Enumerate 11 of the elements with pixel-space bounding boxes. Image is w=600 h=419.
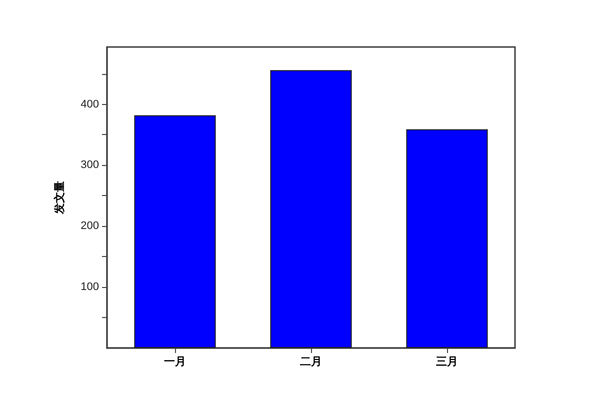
x-tick-label: 一月 <box>164 355 186 368</box>
bar <box>134 115 216 348</box>
x-tick-label: 二月 <box>300 355 322 368</box>
y-tick-label: 400 <box>80 98 99 110</box>
y-tick-label: 300 <box>80 159 99 172</box>
bar <box>406 129 488 348</box>
bar <box>270 70 352 348</box>
y-tick-label: 100 <box>80 281 99 294</box>
x-tick-label: 三月 <box>436 355 458 368</box>
y-tick-label: 200 <box>80 220 99 232</box>
y-axis-title: 发文量 <box>53 181 66 215</box>
